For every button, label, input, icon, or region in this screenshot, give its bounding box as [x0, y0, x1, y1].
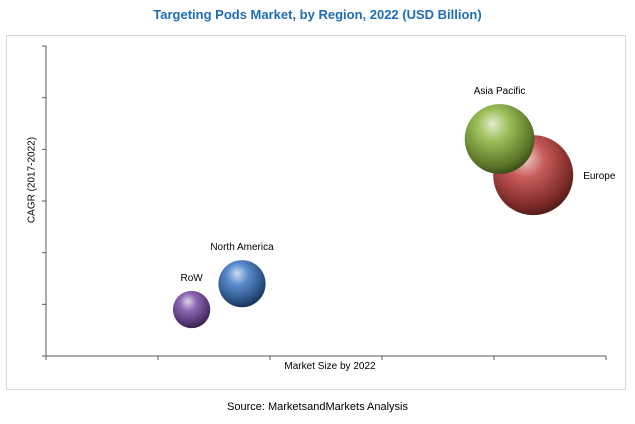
- axes: [42, 45, 607, 360]
- bubble-north-america: [218, 260, 266, 308]
- bubble-labels: Europe Asia Pacific North America RoW: [180, 86, 615, 284]
- bubble-asia-pacific: [464, 104, 535, 174]
- chart-title: Targeting Pods Market, by Region, 2022 (…: [153, 7, 482, 22]
- source-note: Source: MarketsandMarkets Analysis: [227, 401, 408, 413]
- bubble-row: [172, 290, 211, 329]
- bubbles: [172, 104, 574, 329]
- bubble-label-europe: Europe: [583, 171, 616, 182]
- x-axis-label: Market Size by 2022: [284, 361, 376, 372]
- y-axis-label: CAGR (2017-2022): [26, 136, 38, 224]
- bubble-label-row: RoW: [180, 273, 203, 284]
- bubble-label-north-america: North America: [210, 242, 274, 253]
- bubble-label-asia-pacific: Asia Pacific: [474, 86, 526, 97]
- chart-frame: [6, 35, 626, 390]
